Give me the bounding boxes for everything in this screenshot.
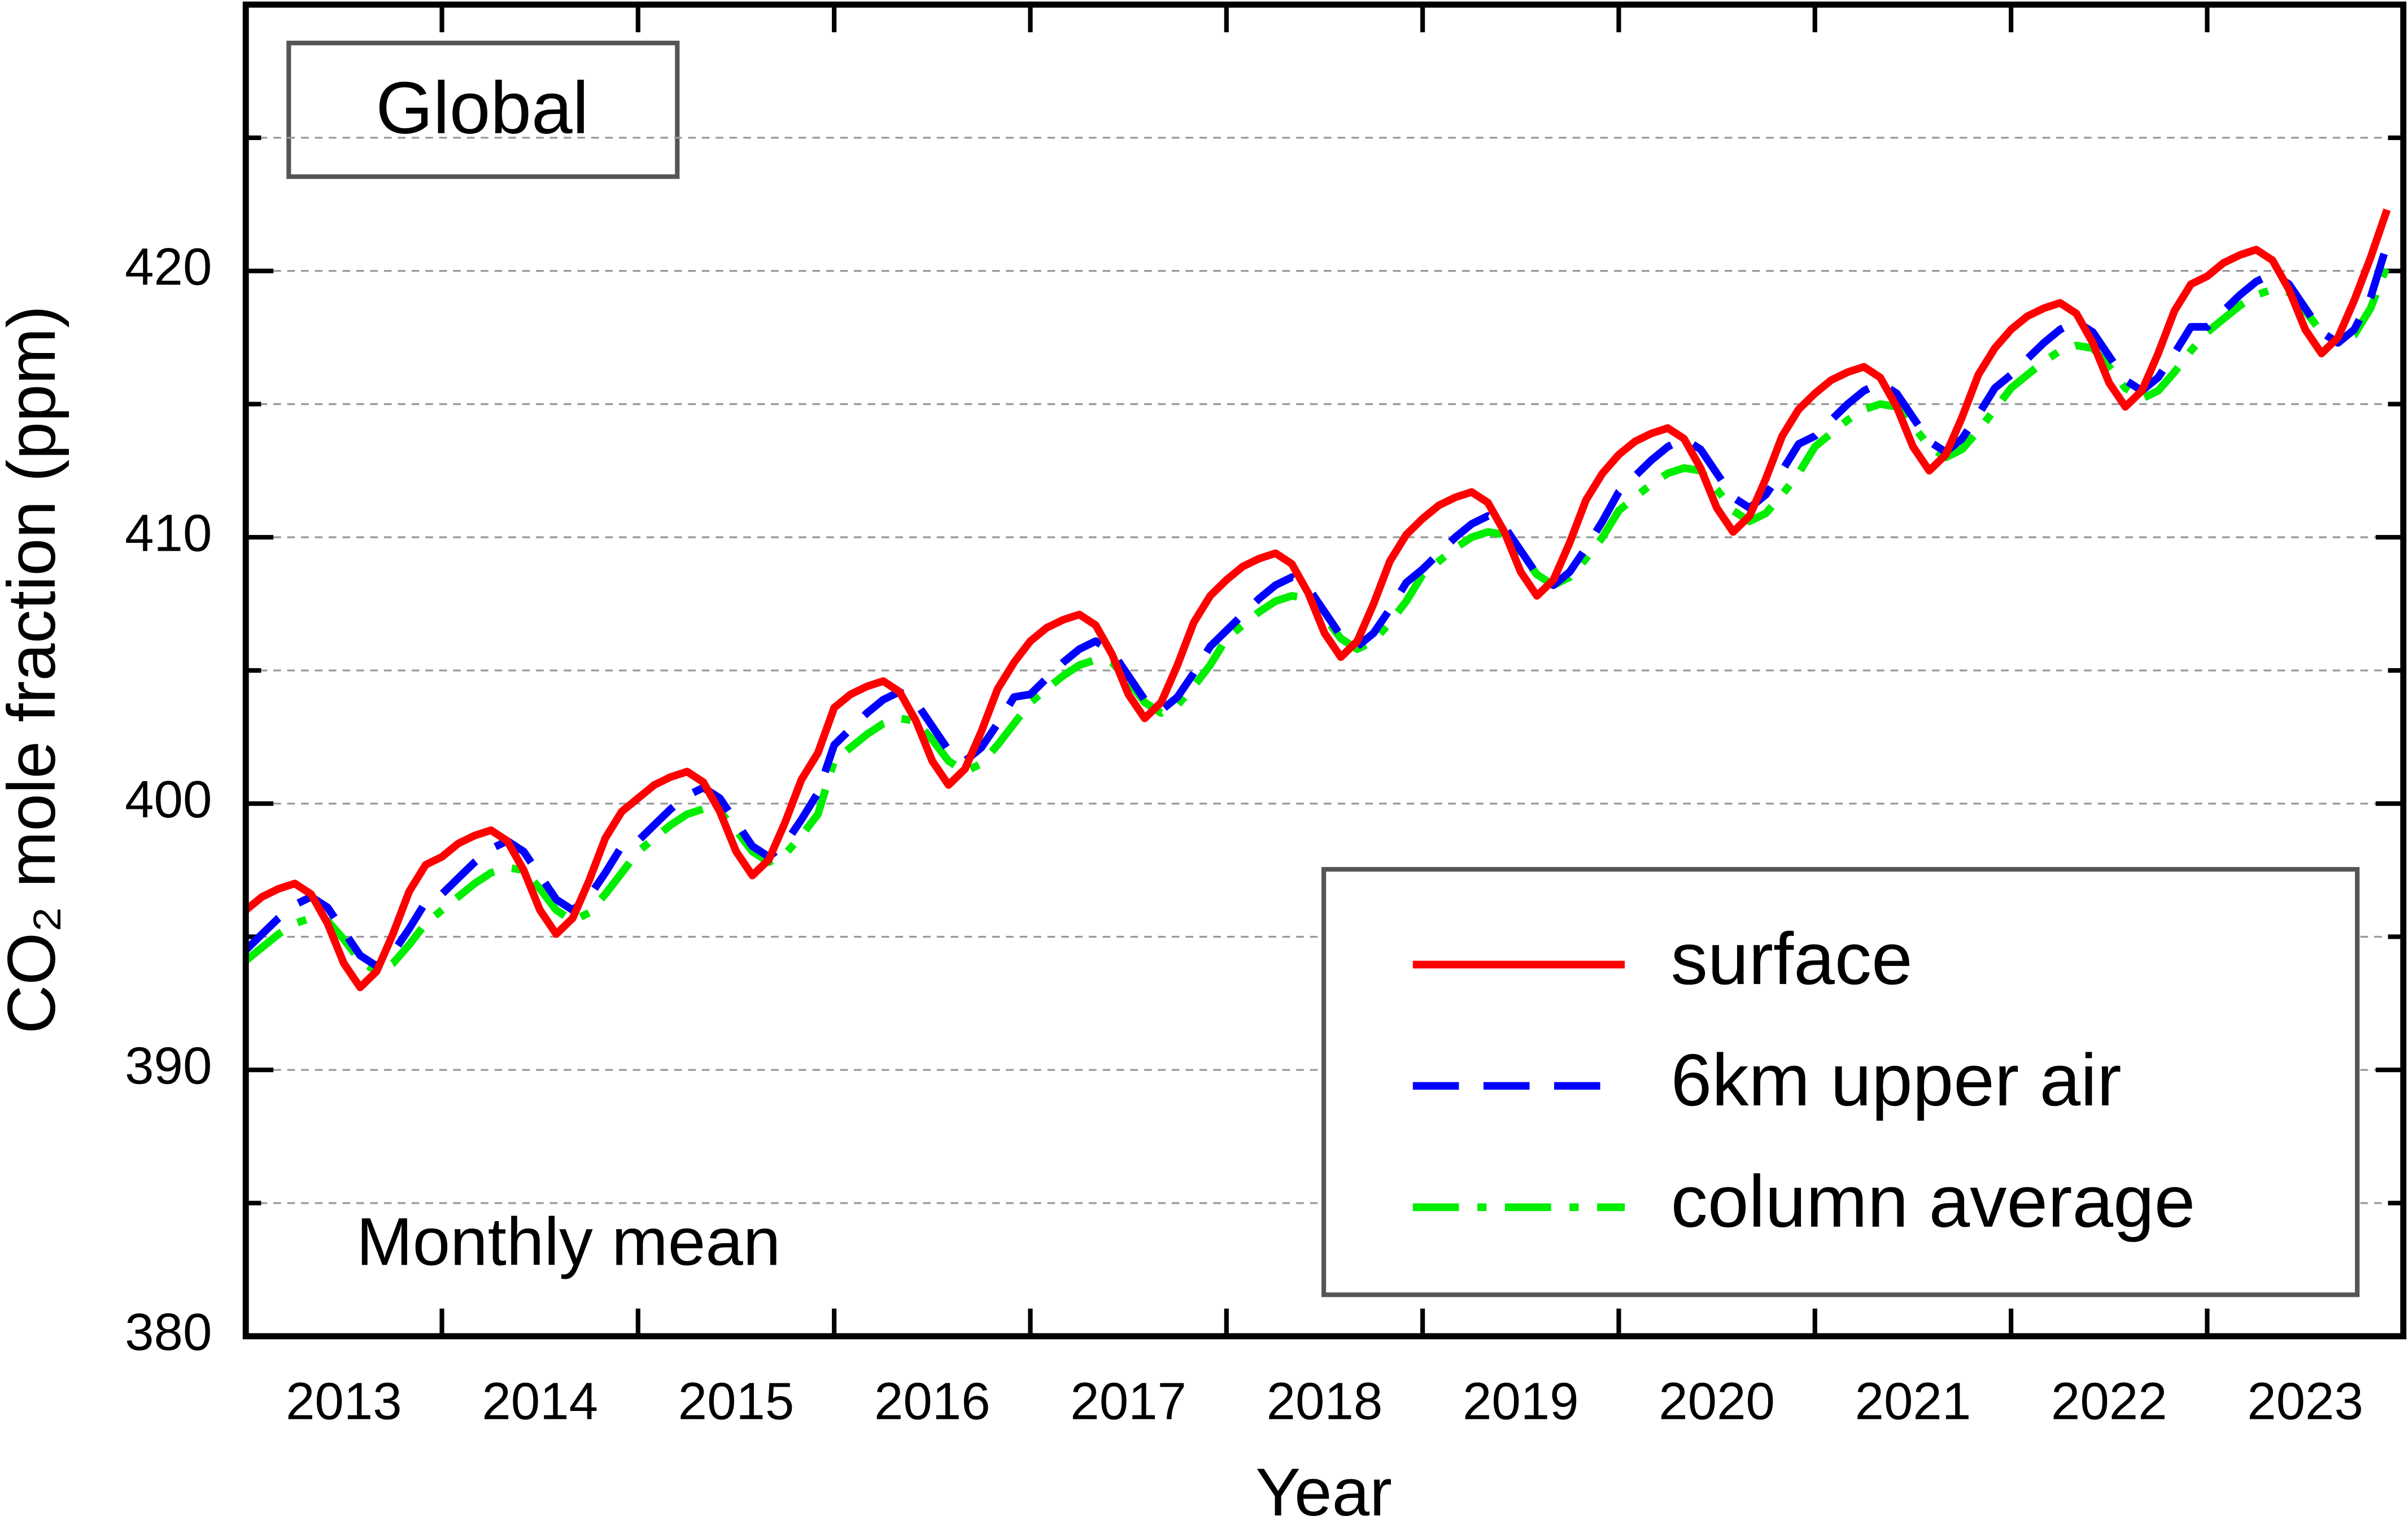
region-box bbox=[286, 41, 680, 179]
legend-label: 6km upper air bbox=[1671, 1039, 2122, 1121]
legend-label: surface bbox=[1671, 917, 1913, 1000]
series-line bbox=[246, 243, 2391, 970]
region-label: Global bbox=[376, 67, 588, 149]
legend-label: column average bbox=[1671, 1160, 2196, 1243]
x-tick-label: 2017 bbox=[1070, 1372, 1186, 1431]
x-tick-label: 2022 bbox=[2051, 1372, 2167, 1431]
note: Monthly mean bbox=[356, 1205, 780, 1280]
series-line bbox=[246, 208, 2391, 991]
plot-frame bbox=[242, 1, 2407, 1340]
x-tick-label: 2013 bbox=[286, 1372, 402, 1431]
y-tick-label: 420 bbox=[125, 237, 212, 296]
x-tick-label: 2021 bbox=[1855, 1372, 1971, 1431]
x-tick-label: 2019 bbox=[1463, 1372, 1579, 1431]
y-tick-label: 400 bbox=[125, 770, 212, 829]
x-tick-label: 2015 bbox=[678, 1372, 795, 1431]
y-tick-label: 380 bbox=[125, 1303, 212, 1361]
x-axis-label: Year bbox=[1255, 1455, 1392, 1529]
x-tick-label: 2016 bbox=[874, 1372, 991, 1431]
x-tick-label: 2018 bbox=[1267, 1372, 1383, 1431]
x-tick-label: 2014 bbox=[482, 1372, 598, 1431]
y-tick-label: 390 bbox=[125, 1036, 212, 1095]
x-tick-label: 2023 bbox=[2247, 1372, 2363, 1431]
y-axis-label: CO₂ mole fraction (ppm) bbox=[0, 306, 69, 1034]
x-tick-label: 2020 bbox=[1659, 1372, 1775, 1431]
y-tick-label: 410 bbox=[125, 504, 212, 563]
